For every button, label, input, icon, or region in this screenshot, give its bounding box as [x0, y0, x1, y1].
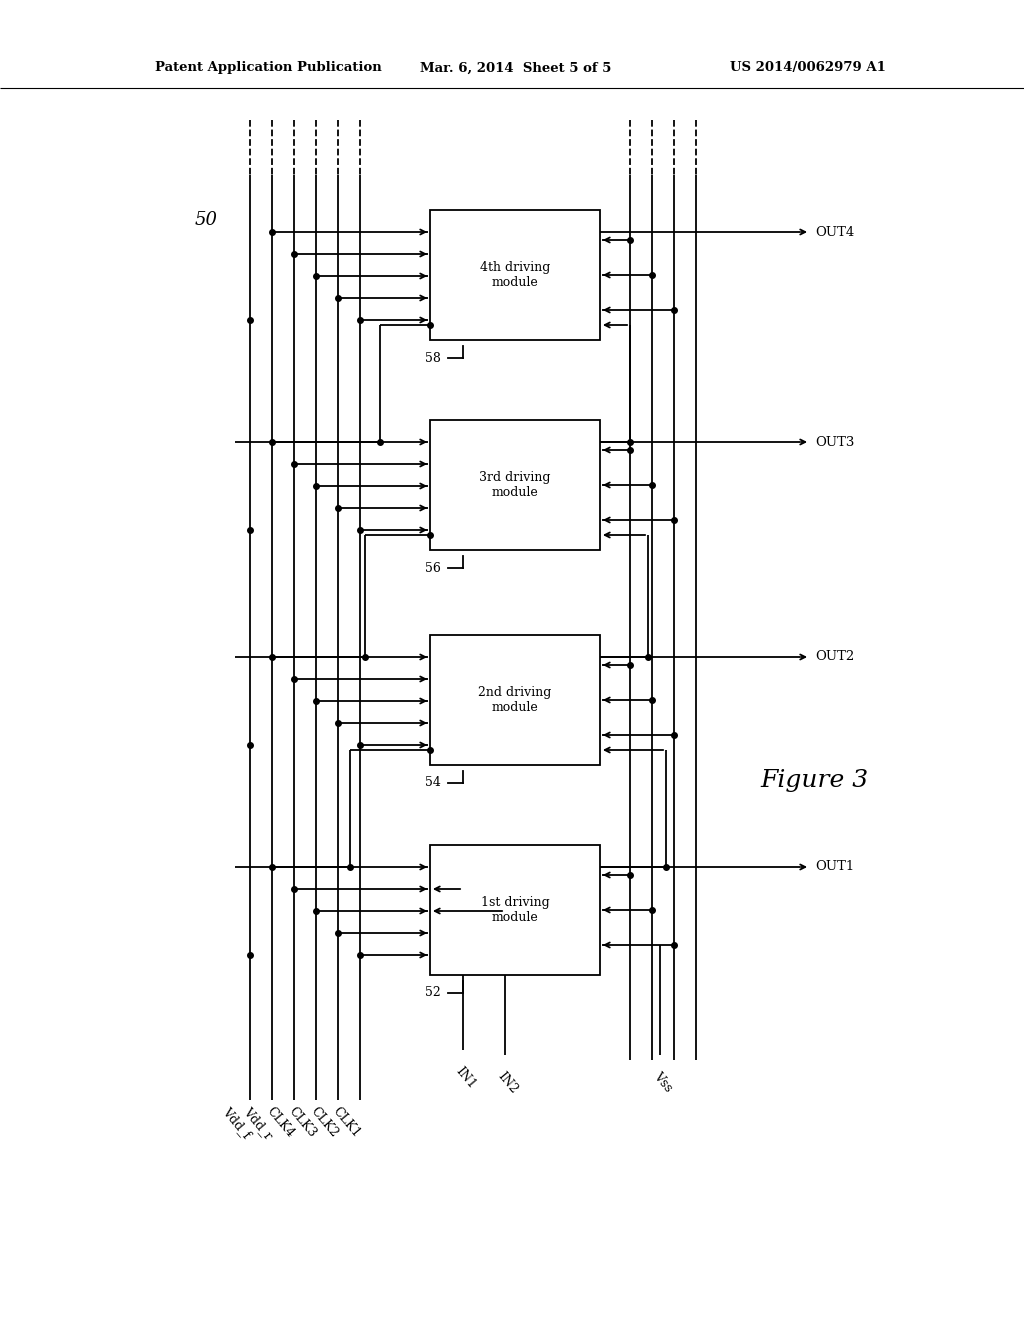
Bar	[430, 210, 600, 341]
Text: 56: 56	[425, 561, 441, 574]
Text: CLK2: CLK2	[308, 1105, 341, 1140]
Text: 4th driving
module: 4th driving module	[480, 261, 550, 289]
Text: 1st driving
module: 1st driving module	[480, 896, 549, 924]
Text: Vdd_f: Vdd_f	[220, 1105, 253, 1140]
Text: OUT2: OUT2	[815, 651, 854, 664]
Text: Vss: Vss	[651, 1071, 675, 1096]
Text: 2nd driving
module: 2nd driving module	[478, 686, 552, 714]
Text: 3rd driving
module: 3rd driving module	[479, 471, 551, 499]
Text: US 2014/0062979 A1: US 2014/0062979 A1	[730, 62, 886, 74]
Text: 58: 58	[425, 351, 441, 364]
Text: 52: 52	[425, 986, 440, 999]
Text: OUT3: OUT3	[815, 436, 854, 449]
Bar	[430, 420, 600, 550]
Text: Patent Application Publication: Patent Application Publication	[155, 62, 382, 74]
Text: CLK1: CLK1	[331, 1105, 362, 1140]
Bar	[430, 635, 600, 766]
Text: OUT4: OUT4	[815, 226, 854, 239]
Bar	[430, 845, 600, 975]
Text: Vdd_r: Vdd_r	[241, 1105, 275, 1142]
Text: Mar. 6, 2014  Sheet 5 of 5: Mar. 6, 2014 Sheet 5 of 5	[420, 62, 611, 74]
Text: CLK4: CLK4	[264, 1105, 297, 1140]
Text: 50: 50	[195, 211, 218, 228]
Text: IN1: IN1	[454, 1065, 478, 1092]
Text: Figure 3: Figure 3	[760, 768, 868, 792]
Text: CLK3: CLK3	[287, 1105, 319, 1140]
Text: IN2: IN2	[496, 1071, 520, 1097]
Text: 54: 54	[425, 776, 441, 789]
Text: OUT1: OUT1	[815, 861, 854, 874]
